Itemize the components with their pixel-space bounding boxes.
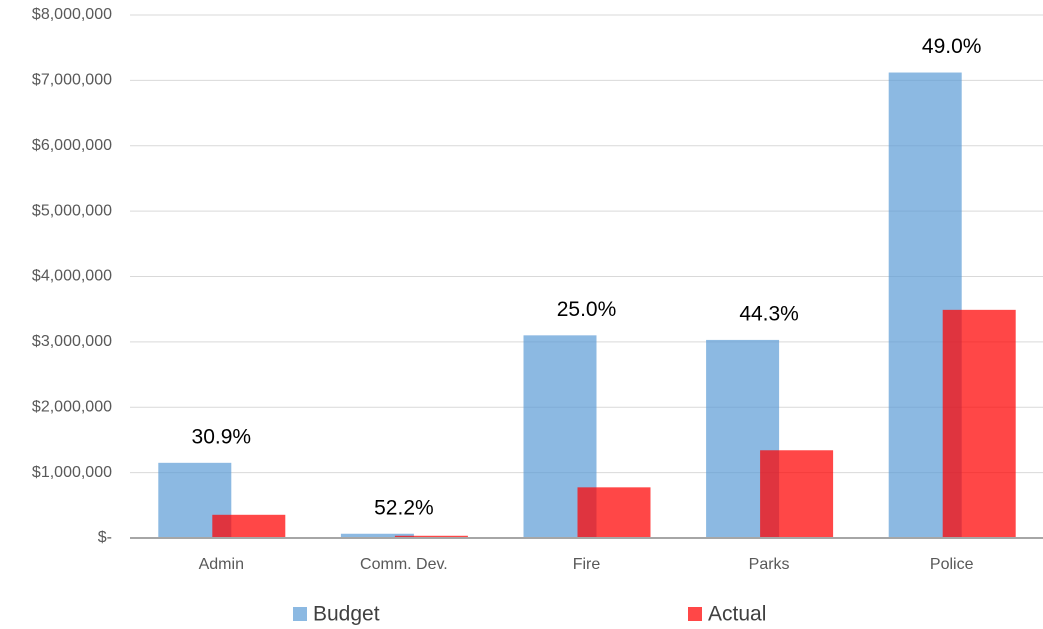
bar <box>760 450 834 538</box>
percent-label: 30.9% <box>192 425 252 448</box>
legend-label: Budget <box>313 603 380 626</box>
x-tick-label: Parks <box>749 556 790 573</box>
x-tick-label: Police <box>930 556 974 573</box>
legend-label: Actual <box>708 603 766 626</box>
y-tick-label: $5,000,000 <box>32 202 112 219</box>
y-tick-label: $7,000,000 <box>32 72 112 89</box>
y-tick-label: $6,000,000 <box>32 137 112 154</box>
legend-swatch <box>688 607 702 621</box>
y-tick-label: $4,000,000 <box>32 268 112 285</box>
bar <box>577 487 651 538</box>
y-tick-label: $2,000,000 <box>32 398 112 415</box>
y-tick-label: $3,000,000 <box>32 333 112 350</box>
x-tick-label: Admin <box>199 556 244 573</box>
percent-label: 49.0% <box>922 35 982 58</box>
y-tick-label: $8,000,000 <box>32 6 112 23</box>
bar <box>394 535 468 538</box>
y-tick-label: $1,000,000 <box>32 464 112 481</box>
bar <box>942 309 1016 538</box>
bar <box>212 514 286 538</box>
x-tick-label: Fire <box>573 556 601 573</box>
bar <box>340 533 414 538</box>
x-tick-label: Comm. Dev. <box>360 556 448 573</box>
percent-label: 52.2% <box>374 496 434 519</box>
percent-label: 44.3% <box>739 302 799 325</box>
percent-label: 25.0% <box>557 298 617 321</box>
legend-swatch <box>293 607 307 621</box>
y-tick-label: $- <box>98 529 112 546</box>
